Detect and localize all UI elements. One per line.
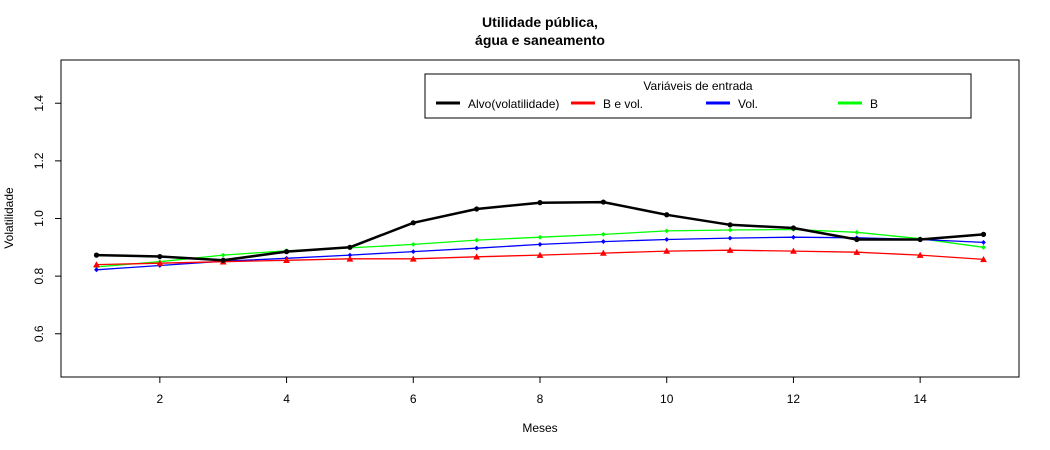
data-point: [600, 239, 606, 244]
data-point: [853, 248, 861, 255]
series-3: [94, 227, 986, 270]
data-point: [980, 231, 987, 237]
data-point: [790, 225, 797, 231]
data-point: [347, 244, 353, 250]
x-tick-label: 8: [537, 392, 544, 406]
data-point: [93, 261, 100, 268]
y-tick-label: 0.6: [32, 325, 46, 342]
data-point: [664, 212, 670, 218]
data-point: [917, 236, 923, 243]
data-point: [409, 255, 417, 262]
data-point: [537, 242, 543, 247]
data-point: [94, 267, 99, 273]
data-point: [473, 253, 481, 260]
legend-item: Alvo(volatilidade): [436, 97, 559, 111]
chart-title-line-1: Utilidade pública,: [482, 14, 598, 30]
data-point: [156, 259, 164, 266]
legend-label: B e vol.: [603, 97, 643, 111]
data-point: [600, 231, 606, 237]
x-axis-title: Meses: [522, 421, 557, 435]
x-tick-label: 4: [283, 392, 290, 406]
data-point: [980, 256, 987, 263]
x-tick-label: 6: [410, 392, 417, 406]
data-point: [981, 240, 986, 245]
legend-label: Vol.: [738, 97, 758, 111]
y-tick-label: 1.2: [32, 152, 46, 169]
series-layer: [93, 199, 987, 273]
y-tick-label: 1.0: [32, 210, 46, 227]
series-0: [93, 199, 987, 263]
data-point: [157, 253, 163, 260]
y-axis: 0.6 0.8 1.0 1.2 1.4: [32, 95, 61, 342]
data-point: [727, 222, 733, 228]
legend: Variáveis de entrada Alvo(volatilidade) B…: [424, 73, 972, 119]
data-point: [664, 237, 670, 242]
data-point: [663, 247, 671, 254]
x-tick-label: 12: [787, 392, 801, 406]
chart-title-line-2: água e saneamento: [475, 32, 605, 48]
legend-label: B: [870, 97, 878, 111]
data-point: [220, 252, 226, 258]
data-point: [854, 229, 860, 235]
data-point: [283, 256, 290, 264]
data-point: [981, 244, 986, 250]
data-point: [600, 199, 606, 205]
series-1: [93, 246, 987, 268]
x-axis: 2 4 6 8 10 12 14: [156, 377, 927, 406]
data-point: [854, 236, 860, 243]
legend-label: Alvo(volatilidade): [468, 97, 559, 111]
legend-item: B e vol.: [571, 97, 643, 111]
data-point: [599, 249, 607, 256]
legend-box: [424, 73, 972, 119]
data-point: [410, 249, 416, 255]
legend-items: Alvo(volatilidade) B e vol. Vol. B: [436, 97, 878, 111]
data-point: [93, 252, 100, 258]
y-axis-title: Volatilidade: [2, 187, 16, 249]
data-point: [727, 235, 733, 241]
data-point: [474, 245, 480, 251]
data-point: [283, 249, 290, 255]
data-point: [474, 206, 480, 212]
x-tick-label: 10: [660, 392, 674, 406]
x-tick-label: 2: [156, 392, 163, 406]
data-point: [474, 237, 480, 243]
data-point: [790, 247, 797, 254]
data-point: [410, 220, 416, 226]
data-point: [410, 242, 416, 247]
data-point: [537, 234, 543, 240]
legend-title: Variáveis de entrada: [643, 79, 753, 93]
data-point: [727, 227, 733, 233]
data-point: [347, 252, 353, 258]
legend-item: B: [838, 97, 878, 111]
data-point: [220, 257, 226, 263]
y-tick-label: 1.4: [32, 95, 46, 112]
y-tick-label: 0.8: [32, 267, 46, 284]
data-point: [726, 246, 734, 253]
data-point: [346, 255, 354, 262]
data-point: [791, 234, 796, 240]
legend-item: Vol.: [706, 97, 758, 111]
data-point: [916, 251, 924, 258]
data-point: [536, 251, 544, 258]
x-tick-label: 14: [913, 392, 927, 406]
data-point: [537, 200, 543, 206]
data-point: [664, 228, 670, 234]
